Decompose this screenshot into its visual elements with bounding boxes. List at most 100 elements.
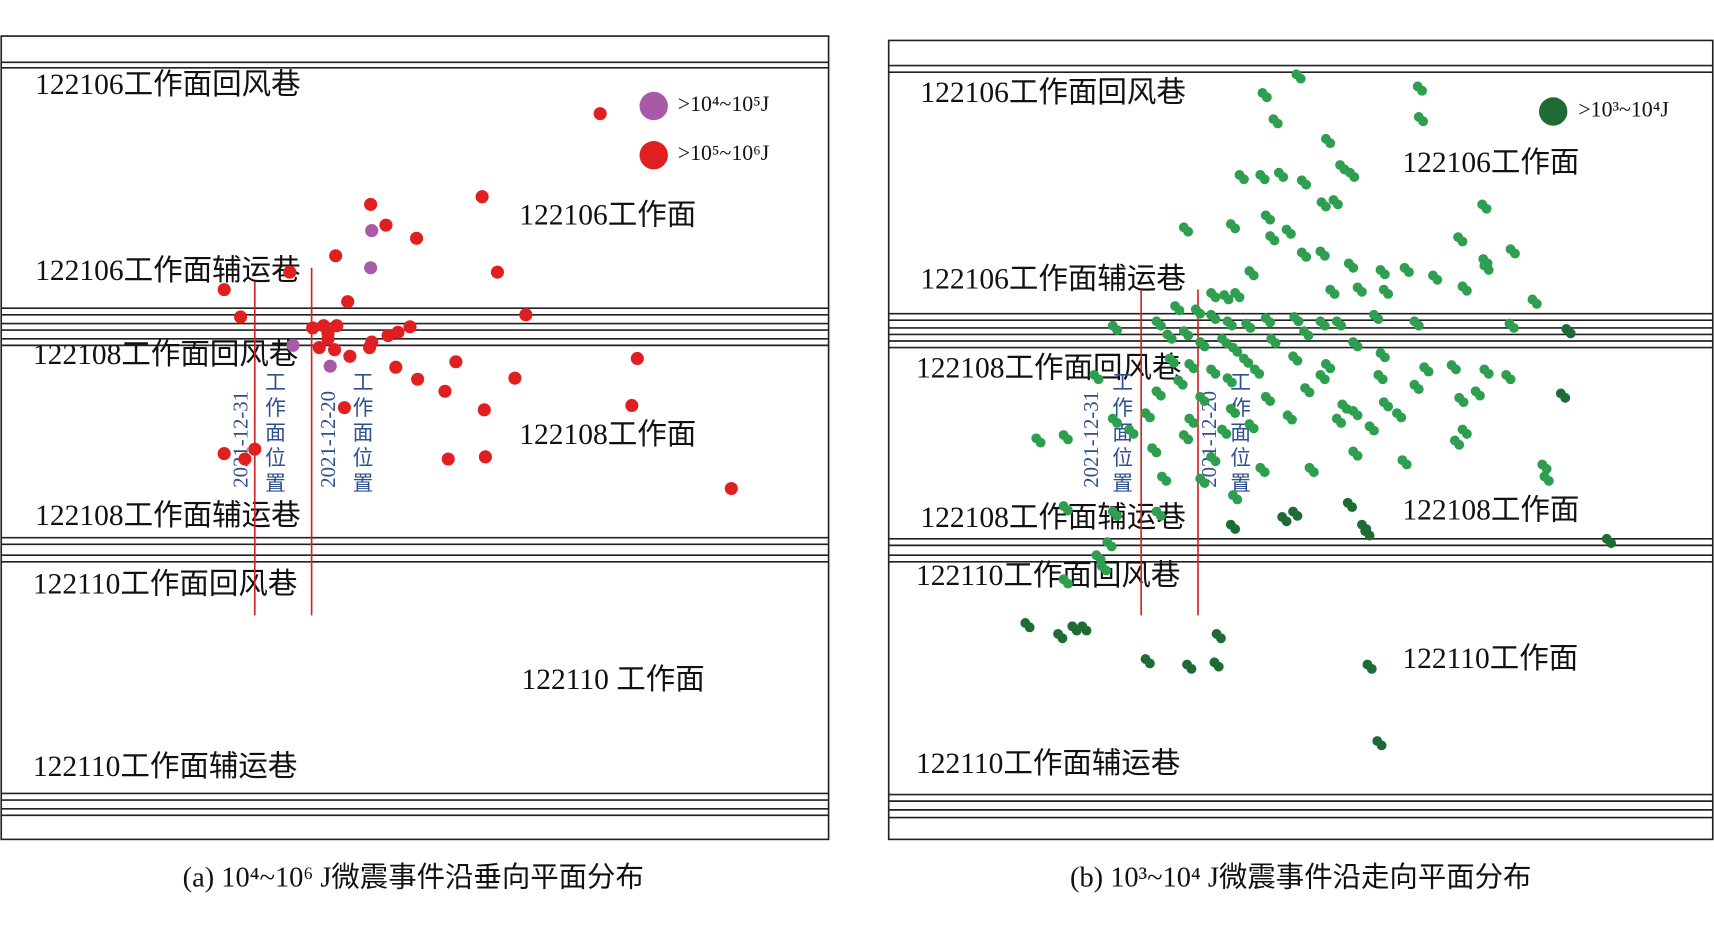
event-dot — [1413, 384, 1424, 395]
event-dot — [1112, 325, 1123, 335]
event-dot — [1475, 390, 1485, 401]
event-dot — [1232, 494, 1243, 505]
event-dot — [1057, 633, 1068, 644]
event-dot — [1199, 341, 1210, 352]
event-dot — [1432, 274, 1443, 285]
area-label: 122108工作面辅运巷 — [35, 499, 301, 532]
event-dot — [1369, 425, 1379, 436]
event-dot — [337, 401, 351, 415]
event-dot — [365, 224, 379, 238]
event-dot — [1210, 292, 1221, 303]
position-label: 工作面位置 — [265, 372, 286, 495]
area-label: 122106工作面辅运巷 — [35, 254, 301, 287]
event-dot — [1213, 661, 1224, 672]
event-dot — [1332, 199, 1343, 210]
event-dot — [1269, 235, 1280, 246]
event-dot — [1112, 510, 1123, 521]
event-dot — [1383, 401, 1394, 412]
event-dot — [1349, 172, 1360, 182]
event-dot — [362, 340, 377, 355]
event-dot — [379, 218, 393, 232]
event-dot — [1234, 292, 1245, 303]
event-dot — [1259, 467, 1270, 478]
event-dot — [329, 249, 343, 263]
event-dot — [1221, 428, 1232, 439]
event-dot — [1166, 333, 1177, 344]
event-dot — [1319, 320, 1330, 331]
event-dot — [1348, 262, 1359, 273]
event-dot — [1063, 578, 1073, 589]
event-dot — [1401, 459, 1412, 470]
area-label: 122108工作面 — [1402, 493, 1579, 526]
event-dot — [1278, 172, 1289, 182]
area-label: 122108工作面回风巷 — [916, 351, 1182, 384]
event-dot — [1560, 392, 1571, 403]
event-dot — [1364, 530, 1375, 541]
area-label: 122110工作面回风巷 — [33, 568, 297, 601]
event-dot — [1248, 270, 1259, 281]
event-dot — [1232, 347, 1243, 357]
event-dot — [1155, 390, 1166, 401]
event-dot — [477, 403, 491, 417]
event-dot — [1352, 341, 1363, 352]
event-dot — [328, 343, 342, 357]
event-dot — [234, 310, 248, 324]
layer: 122106工作面回风巷 122106工作面 122106工作面辅运巷 122108工… — [0, 35, 1714, 893]
event-dot — [1292, 355, 1303, 366]
event-dot — [1304, 387, 1315, 398]
event-dot — [1325, 138, 1336, 149]
date-label: 2021-12-31 — [1081, 391, 1103, 488]
event-dot — [1483, 265, 1494, 275]
event-dot — [1210, 456, 1221, 467]
date-label: 2021-12-20 — [318, 391, 340, 488]
event-dot — [1606, 538, 1617, 549]
event-dot — [1169, 357, 1179, 368]
area-label: 122106工作面辅运巷 — [920, 263, 1186, 296]
event-dot — [1510, 248, 1520, 259]
event-dot — [217, 447, 231, 461]
event-dot — [1325, 363, 1336, 374]
event-dot — [1379, 269, 1390, 280]
event-dot — [1308, 467, 1319, 478]
event-dot — [1352, 450, 1363, 461]
event-dot — [1183, 226, 1194, 237]
event-dot — [1144, 412, 1155, 423]
event-dot — [391, 325, 405, 339]
area-label: 122110 工作面 — [521, 663, 704, 696]
event-dot — [1458, 397, 1469, 408]
event-dot — [1272, 118, 1283, 129]
event-dot — [1230, 408, 1241, 419]
event-dot — [1063, 505, 1073, 516]
event-dot — [1357, 286, 1367, 297]
event-dot — [1188, 363, 1199, 374]
event-dot — [1404, 267, 1414, 278]
event-dot — [238, 452, 252, 466]
area-label: 122108工作面回风巷 — [33, 338, 299, 371]
event-dot — [1155, 320, 1166, 331]
event-dot — [1417, 85, 1427, 96]
event-dot — [389, 360, 403, 374]
event-dot — [1210, 368, 1221, 379]
event-dot — [1303, 330, 1314, 341]
event-dot — [1565, 328, 1576, 339]
event-dot — [1292, 510, 1303, 521]
event-dot — [1423, 366, 1434, 377]
event-dot — [1265, 214, 1276, 225]
legend-marker — [639, 91, 668, 121]
caption: (a) 10⁴~10⁶ J微震事件沿垂向平面分布 — [183, 861, 644, 893]
event-dot — [1281, 516, 1292, 527]
event-dot — [441, 452, 455, 466]
area-label: 122110工作面回风巷 — [916, 559, 1180, 592]
event-dot — [248, 442, 262, 456]
event-dot — [1418, 116, 1429, 127]
event-dot — [724, 481, 738, 496]
event-dot — [630, 351, 644, 366]
event-dot — [1352, 410, 1363, 421]
event-dot — [1461, 428, 1472, 439]
event-dot — [1245, 322, 1256, 333]
event-dot — [341, 295, 355, 309]
event-dot — [1210, 314, 1221, 325]
event-dot — [1112, 418, 1123, 428]
area-label: 122108工作面辅运巷 — [920, 501, 1186, 534]
event-dot — [1319, 374, 1330, 385]
